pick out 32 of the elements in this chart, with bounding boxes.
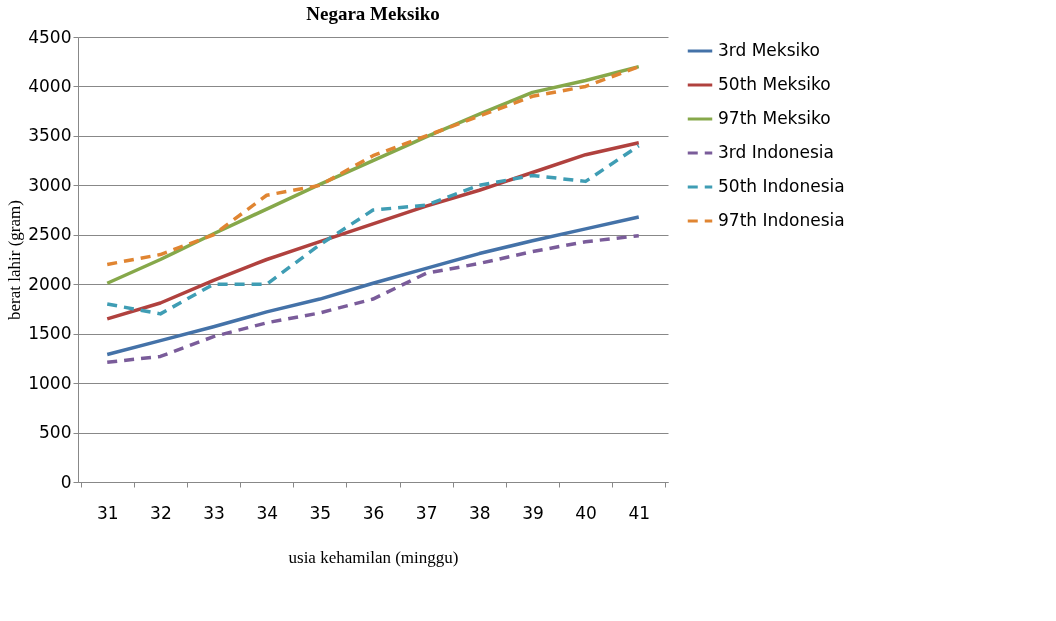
x-tick-label: 40 — [575, 502, 597, 523]
y-tick-label: 500 — [39, 422, 72, 443]
x-tick-label: 31 — [96, 502, 119, 523]
y-tick-label: 4000 — [28, 75, 72, 96]
y-tick-label: 1500 — [28, 323, 72, 344]
x-axis-title: usia kehamilan (minggu) — [288, 547, 459, 567]
x-tick-label: 37 — [415, 502, 438, 523]
legend-label: 50th Indonesia — [718, 176, 845, 196]
line-series — [105, 215, 641, 357]
legend-label: 50th Meksiko — [718, 74, 831, 94]
legend-label: 3rd Meksiko — [718, 40, 820, 60]
y-axis-title: berat lahir (gram) — [5, 200, 25, 320]
legend-label: 97th Indonesia — [718, 210, 845, 230]
y-tick-label: 3000 — [28, 174, 72, 195]
x-tick-label: 39 — [522, 502, 544, 523]
x-tick-label: 41 — [628, 502, 651, 523]
y-tick-label: 2500 — [28, 224, 72, 245]
x-tick-label: 38 — [468, 502, 491, 523]
legend-label: 3rd Indonesia — [718, 142, 834, 162]
line-series — [105, 234, 641, 365]
y-tick-label: 1000 — [28, 372, 72, 393]
x-tick-label: 33 — [203, 502, 225, 523]
y-tick-label: 0 — [60, 471, 72, 492]
x-tick-label: 36 — [362, 502, 385, 523]
y-tick-label: 2000 — [28, 273, 72, 294]
chart-title: Negara Meksiko — [306, 3, 440, 24]
legend-label: 97th Meksiko — [718, 108, 831, 128]
x-tick-label: 34 — [256, 502, 279, 523]
x-tick-label: 32 — [150, 502, 172, 523]
y-tick-label: 4500 — [28, 26, 72, 47]
y-tick-label: 3500 — [28, 125, 72, 146]
x-tick-label: 35 — [309, 502, 332, 523]
